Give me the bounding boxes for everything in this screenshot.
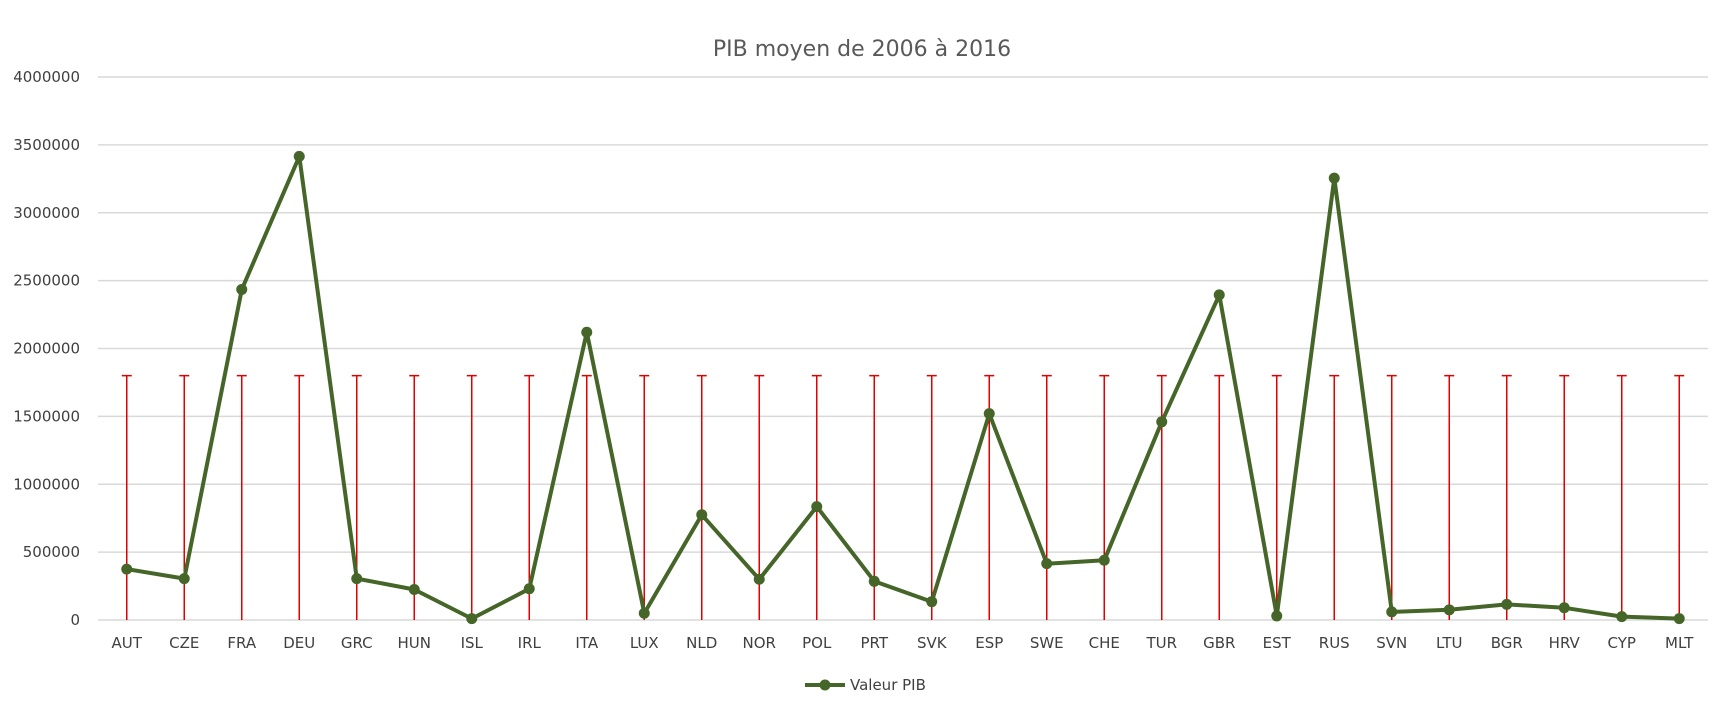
data-point: [926, 596, 938, 608]
y-tick-label: 1000000: [13, 475, 80, 493]
y-tick-label: 3500000: [13, 136, 80, 154]
x-tick-label: GBR: [1203, 634, 1235, 652]
x-tick-label: SWE: [1030, 634, 1064, 652]
data-point: [178, 573, 190, 585]
legend: Valeur PIB: [805, 676, 926, 694]
data-point: [351, 573, 363, 585]
data-point: [1041, 558, 1053, 570]
data-point: [236, 283, 248, 295]
x-tick-label: NLD: [686, 634, 717, 652]
series-line-layer: [124, 154, 1682, 621]
data-point: [1386, 606, 1398, 618]
data-point: [638, 607, 650, 619]
legend-label: Valeur PIB: [850, 676, 926, 694]
x-tick-label: ISL: [461, 634, 484, 652]
legend-marker: [819, 679, 831, 691]
x-tick-label: FRA: [227, 634, 256, 652]
x-tick-label: PRT: [860, 634, 888, 652]
y-tick-label: 500000: [23, 543, 80, 561]
x-tick-label: LUX: [630, 634, 659, 652]
data-point: [1501, 598, 1513, 610]
data-point: [1673, 613, 1685, 625]
data-point: [1328, 172, 1340, 184]
y-tick-label: 1500000: [13, 407, 80, 425]
x-tick-label: CZE: [169, 634, 199, 652]
x-tick-label: CHE: [1089, 634, 1120, 652]
x-tick-label: GRC: [341, 634, 373, 652]
x-tick-label: AUT: [112, 634, 143, 652]
x-tick-label: DEU: [283, 634, 315, 652]
y-tick-label: 2500000: [13, 272, 80, 290]
gridlines: [98, 76, 1708, 621]
x-tick-label: POL: [802, 634, 832, 652]
data-point: [1443, 604, 1455, 616]
data-point: [1156, 416, 1168, 428]
x-tick-label: RUS: [1319, 634, 1350, 652]
x-tick-label: TUR: [1145, 634, 1177, 652]
x-tick-label: HRV: [1549, 634, 1581, 652]
data-point: [1098, 554, 1110, 566]
data-point: [1271, 610, 1283, 622]
y-tick-label: 4000000: [13, 68, 80, 86]
data-point: [753, 573, 765, 585]
data-point: [523, 583, 535, 595]
x-tick-label: ITA: [575, 634, 598, 652]
x-tick-label: MLT: [1665, 634, 1694, 652]
data-point: [1616, 611, 1628, 623]
data-point: [408, 583, 420, 595]
x-tick-label: CYP: [1608, 634, 1636, 652]
series-points: [121, 150, 1685, 625]
x-tick-label: IRL: [518, 634, 542, 652]
x-tick-label: ESP: [975, 634, 1003, 652]
x-axis-ticks: AUT CZE FRA DEU GRC HUN ISL IRL ITA LUX NLD NOR POL P…: [112, 634, 1695, 652]
data-point: [581, 326, 593, 338]
data-point: [1213, 289, 1225, 301]
x-tick-label: SVN: [1376, 634, 1407, 652]
x-tick-label: NOR: [743, 634, 776, 652]
x-tick-label: HUN: [398, 634, 431, 652]
x-tick-label: BGR: [1491, 634, 1523, 652]
y-tick-label: 3000000: [13, 204, 80, 222]
chart-title: PIB moyen de 2006 à 2016: [713, 37, 1011, 62]
series-line-valeur-pib: [124, 154, 1682, 621]
data-point: [983, 408, 995, 420]
y-axis-ticks: 0 500000 1000000 1500000 2000000 2500000 30000…: [13, 68, 80, 629]
data-point: [293, 150, 305, 162]
data-point: [121, 563, 133, 575]
data-point: [696, 509, 708, 521]
data-point: [811, 501, 823, 513]
y-tick-label: 2000000: [13, 340, 80, 358]
data-point: [1558, 602, 1570, 614]
y-tick-label: 0: [70, 611, 80, 629]
x-tick-label: LTU: [1436, 634, 1462, 652]
data-point: [466, 613, 478, 625]
x-tick-label: SVK: [917, 634, 948, 652]
data-point: [868, 575, 880, 587]
reference-bars: [121, 374, 1685, 620]
x-tick-label: EST: [1263, 634, 1292, 652]
